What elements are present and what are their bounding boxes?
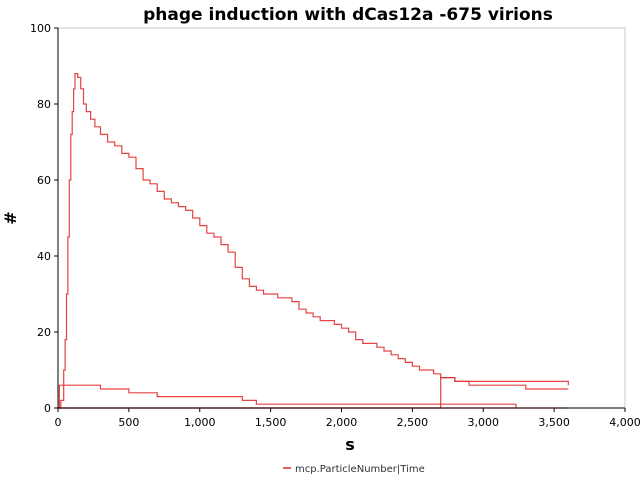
plot-area	[57, 27, 626, 409]
x-tick-label: 4,000	[609, 416, 640, 429]
x-axis-label: s	[345, 435, 355, 454]
y-tick-label: 20	[37, 326, 51, 339]
y-tick-label: 60	[37, 174, 51, 187]
y-tick-label: 100	[30, 22, 51, 35]
series-line-2	[58, 384, 517, 409]
y-tick-label: 80	[37, 98, 51, 111]
series-line-1	[58, 73, 569, 409]
y-axis: 0 20 40 60 80 100	[30, 22, 58, 415]
x-tick-label: 500	[118, 416, 139, 429]
x-tick-label: 2,000	[326, 416, 358, 429]
x-axis: 0 500 1,000 1,500 2,000 2,500 3,000 3,500 4,000	[55, 408, 640, 429]
x-tick-label: 1,000	[184, 416, 216, 429]
x-tick-label: 1,500	[255, 416, 287, 429]
legend-label: mcp.ParticleNumber|Time	[295, 464, 425, 475]
x-tick-label: 0	[55, 416, 62, 429]
x-tick-label: 3,000	[468, 416, 500, 429]
x-tick-label: 3,500	[538, 416, 570, 429]
chart-title: phage induction with dCas12a -675 virion…	[143, 5, 553, 25]
x-tick-label: 2,500	[397, 416, 429, 429]
y-axis-label: #	[1, 211, 20, 224]
y-tick-label: 40	[37, 250, 51, 263]
legend: mcp.ParticleNumber|Time	[283, 464, 425, 475]
y-tick-label: 0	[44, 402, 51, 415]
